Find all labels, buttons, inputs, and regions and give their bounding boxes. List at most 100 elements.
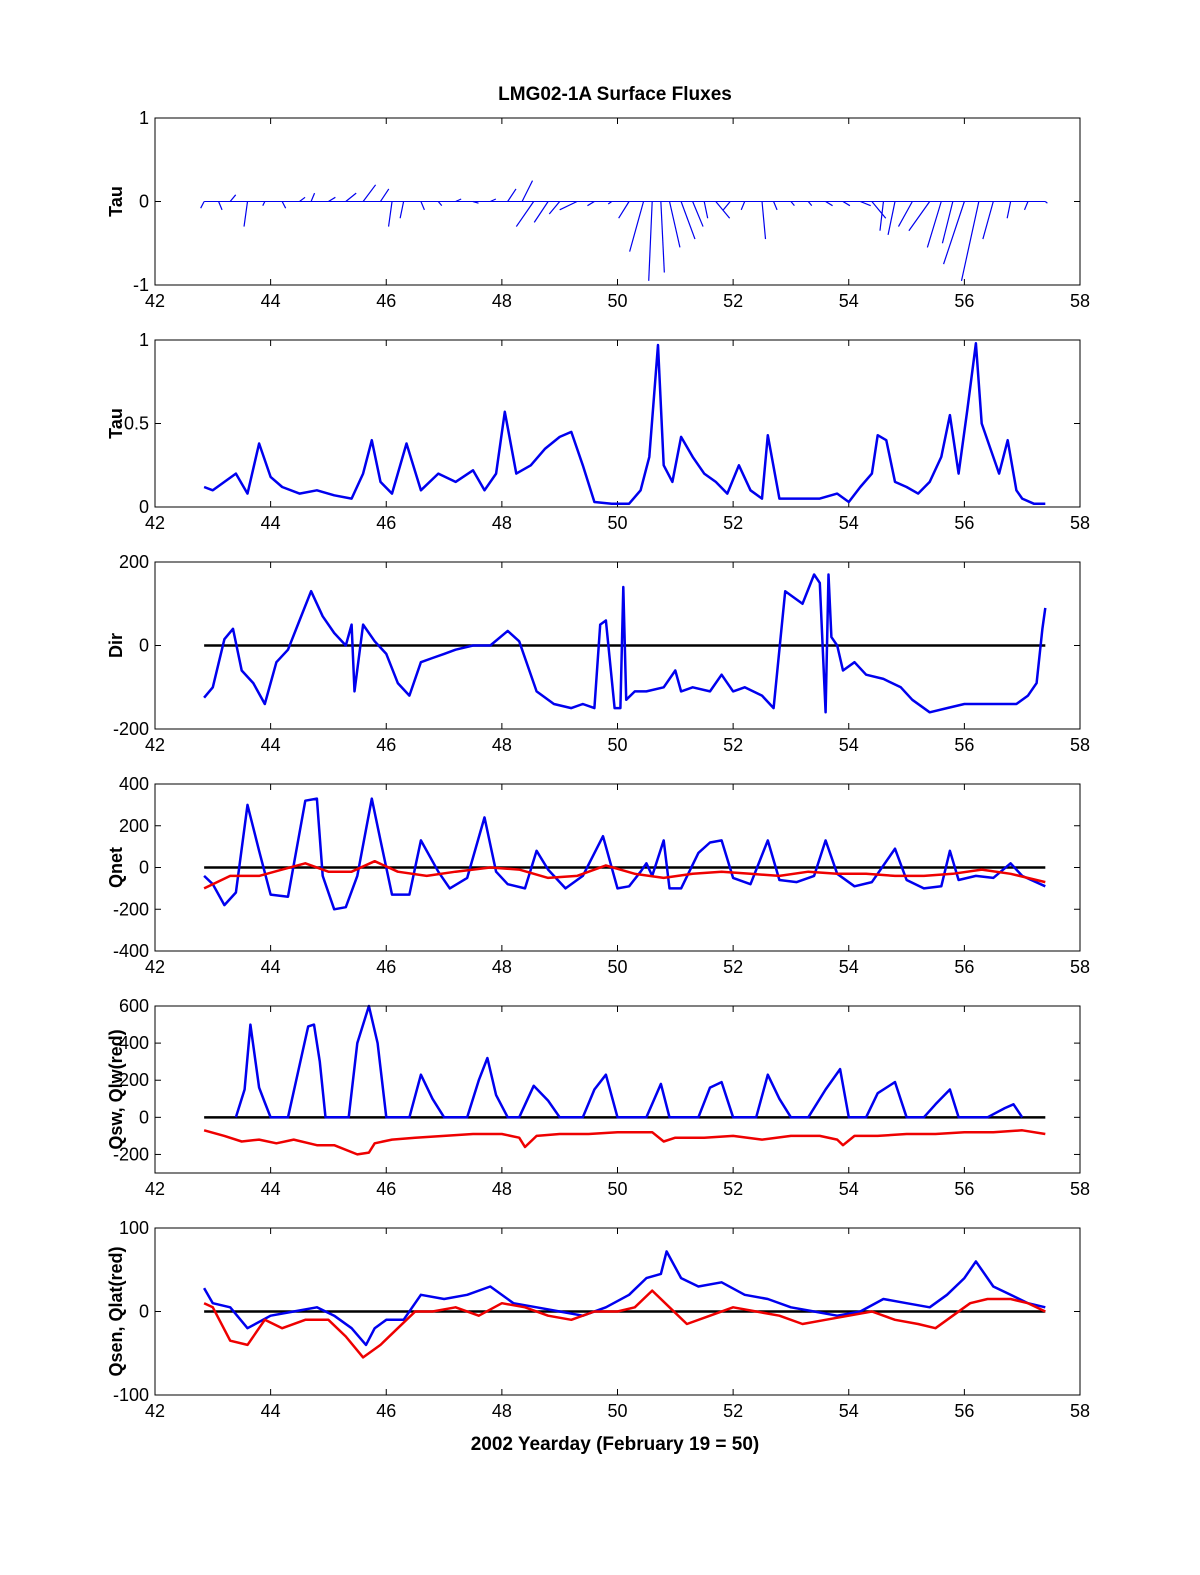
x-tick-label: 42: [145, 513, 165, 533]
stick-vector: [887, 201, 896, 236]
x-tick-label: 58: [1070, 1179, 1090, 1199]
stick-vector: [648, 201, 653, 281]
x-tick-label: 52: [723, 1401, 743, 1421]
y-tick-label: -200: [113, 719, 149, 739]
x-tick-label: 58: [1070, 957, 1090, 977]
stick-vector: [926, 201, 942, 248]
x-tick-label: 52: [723, 513, 743, 533]
x-tick-label: 58: [1070, 1401, 1090, 1421]
x-tick-label: 54: [839, 735, 859, 755]
y-tick-label: 0: [139, 192, 149, 212]
y-tick-label: 0: [139, 858, 149, 878]
x-tick-label: 48: [492, 957, 512, 977]
stick-vector: [680, 201, 696, 240]
stick-vector: [860, 200, 871, 207]
x-tick-label: 46: [376, 1179, 396, 1199]
stick-vector: [897, 201, 913, 227]
y-tick-label: 0.5: [124, 414, 149, 434]
x-tick-label: 58: [1070, 735, 1090, 755]
y-tick-label: 1: [139, 108, 149, 128]
y-tick-label: 200: [119, 816, 149, 836]
stick-vector: [533, 201, 549, 223]
x-tick-label: 42: [145, 957, 165, 977]
x-tick-label: 44: [261, 735, 281, 755]
y-tick-label: -200: [113, 899, 149, 919]
x-tick-label: 56: [954, 957, 974, 977]
stick-vector: [218, 201, 223, 211]
x-tick-label: 54: [839, 1179, 859, 1199]
x-tick-label: 52: [723, 957, 743, 977]
stick-vector: [1044, 201, 1048, 204]
y-tick-label: 400: [119, 1033, 149, 1053]
x-tick-label: 42: [145, 735, 165, 755]
y-tick-label: 600: [119, 996, 149, 1016]
series-line-2: [203, 1129, 1046, 1156]
y-axis-label: Qsen, Qlat(red): [106, 1246, 126, 1376]
stick-vector: [437, 201, 443, 207]
stick-vector: [507, 188, 517, 202]
stick-vector: [587, 200, 595, 207]
x-tick-label: 42: [145, 291, 165, 311]
stick-vector: [660, 201, 665, 273]
panel-3: 42 44 46 48 50 52 54 56 58 -200 0 200 Dir: [106, 552, 1090, 755]
stick-vector: [790, 201, 795, 207]
x-tick-label: 44: [261, 1179, 281, 1199]
series-line-1: [203, 573, 1047, 714]
stick-vector: [345, 192, 357, 202]
stick-vector: [521, 180, 534, 202]
x-tick-label: 46: [376, 513, 396, 533]
y-tick-label: -200: [113, 1144, 149, 1164]
stick-vector: [941, 201, 954, 244]
y-axis-label: Qnet: [106, 847, 126, 888]
y-axis-label: Tau: [106, 186, 126, 217]
x-tick-label: 54: [839, 513, 859, 533]
y-tick-label: 100: [119, 1218, 149, 1238]
y-tick-label: 0: [139, 1107, 149, 1127]
x-tick-label: 54: [839, 957, 859, 977]
stick-vector: [960, 201, 980, 281]
axes-frame: [154, 117, 1081, 286]
y-axis-label: Tau: [106, 408, 126, 439]
stick-vector: [243, 201, 249, 227]
x-tick-label: 50: [607, 1401, 627, 1421]
x-tick-label: 46: [376, 957, 396, 977]
stick-vector: [559, 200, 578, 211]
stick-vector: [262, 201, 266, 206]
x-tick-label: 44: [261, 291, 281, 311]
x-tick-label: 54: [839, 291, 859, 311]
x-tick-label: 46: [376, 1401, 396, 1421]
series-line-1: [203, 342, 1046, 505]
y-tick-label: 0: [139, 497, 149, 517]
figure-title: LMG02-1A Surface Fluxes: [498, 84, 732, 105]
stick-vector: [200, 201, 205, 209]
y-tick-label: 0: [139, 636, 149, 656]
axes-frame: [154, 561, 1081, 730]
panel-1: 42 44 46 48 50 52 54 56 58 -1 0 1 Tau: [106, 108, 1090, 311]
x-tick-label: 56: [954, 1179, 974, 1199]
x-tick-label: 46: [376, 735, 396, 755]
stick-vector: [1006, 201, 1012, 219]
panel-4: 42 44 46 48 50 52 54 56 58 -400 -200 0 200 400 Qnet: [106, 774, 1090, 977]
stick-vector: [692, 201, 704, 227]
x-tick-label: 56: [954, 735, 974, 755]
stick-vector: [740, 201, 746, 211]
stick-vector: [515, 201, 535, 227]
stick-vector: [387, 201, 393, 227]
series-line-2: [203, 859, 1046, 890]
x-axis-label: 2002 Yearday (February 19 = 50): [471, 1434, 760, 1455]
y-tick-label: -400: [113, 941, 149, 961]
x-tick-label: 58: [1070, 513, 1090, 533]
y-tick-label: -100: [113, 1385, 149, 1405]
stick-vector: [807, 201, 813, 207]
y-tick-label: 0: [139, 1302, 149, 1322]
stick-vector: [982, 201, 994, 240]
x-tick-label: 50: [607, 291, 627, 311]
y-tick-label: 200: [119, 552, 149, 572]
stick-vector: [871, 201, 887, 219]
x-tick-label: 48: [492, 1401, 512, 1421]
x-tick-label: 56: [954, 1401, 974, 1421]
x-tick-label: 42: [145, 1179, 165, 1199]
stick-vector: [761, 201, 767, 240]
x-tick-label: 56: [954, 291, 974, 311]
x-tick-label: 50: [607, 513, 627, 533]
